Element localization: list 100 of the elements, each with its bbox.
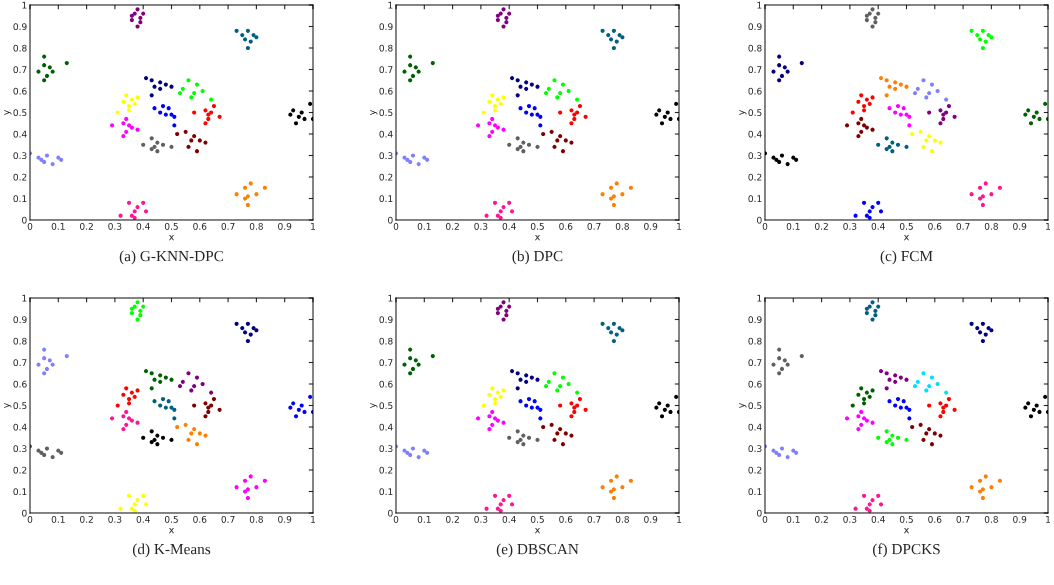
point [141, 200, 146, 205]
point [546, 86, 551, 91]
point [149, 136, 154, 141]
y-tick-label: 0.7 [748, 66, 762, 74]
point [577, 396, 583, 402]
point [507, 304, 512, 309]
y-tick-label: 0.1 [13, 488, 27, 496]
x-tick-label: 0.1 [786, 222, 800, 230]
point [628, 185, 633, 190]
y-tick-label: 0.3 [379, 445, 393, 453]
y-tick-label: 1 [388, 294, 393, 302]
point [141, 142, 146, 147]
point [501, 498, 506, 503]
point [563, 138, 568, 143]
x-tick-label: 1 [311, 223, 316, 230]
point [884, 371, 889, 376]
point [254, 192, 259, 197]
y-tick-label: 0.4 [748, 423, 762, 431]
point [126, 108, 132, 113]
point [524, 403, 529, 408]
point [288, 405, 293, 410]
point [893, 86, 898, 91]
y-axis-title: y [4, 109, 12, 116]
point [921, 78, 926, 83]
point [980, 321, 985, 326]
point [245, 45, 250, 51]
point [978, 330, 983, 335]
point [549, 422, 554, 427]
point [158, 80, 163, 85]
y-tick-label: 0.4 [379, 130, 393, 138]
point [552, 437, 557, 442]
point [859, 93, 864, 98]
point [149, 429, 154, 434]
point [529, 405, 534, 410]
y-tick-label: 0.9 [379, 316, 393, 324]
point [614, 332, 619, 337]
point [234, 28, 239, 33]
y-tick-label: 0.5 [13, 402, 27, 410]
point [558, 134, 563, 139]
x-tick-label: 0.2 [446, 222, 459, 230]
y-tick-label: 0.4 [13, 130, 27, 138]
point [850, 403, 855, 408]
x-tick-label: 0.5 [530, 515, 544, 523]
y-tick-label: 0.7 [748, 359, 762, 367]
x-tick-label: 0.8 [249, 515, 263, 523]
point [254, 485, 259, 490]
x-tick-label: 0.6 [193, 515, 207, 523]
point [507, 142, 512, 147]
point [124, 93, 129, 98]
point [779, 153, 785, 158]
point [430, 353, 435, 359]
point [927, 427, 932, 432]
point [490, 116, 495, 122]
point [1023, 405, 1028, 410]
point [124, 129, 129, 134]
point [893, 403, 898, 408]
point [495, 97, 500, 102]
point [492, 108, 498, 113]
point [864, 310, 869, 316]
point [408, 356, 413, 361]
point [495, 125, 500, 130]
point [515, 78, 520, 83]
point [135, 205, 140, 210]
point [975, 326, 980, 331]
x-axis-title: x [168, 234, 175, 241]
point [543, 384, 549, 389]
y-tick-label: 0.2 [379, 466, 393, 474]
point [262, 478, 267, 483]
point [535, 144, 540, 149]
point [861, 200, 867, 205]
point [501, 24, 506, 29]
point [152, 399, 157, 404]
point [799, 60, 804, 66]
x-tick-label: 0.8 [249, 222, 263, 230]
point [572, 409, 577, 415]
point [203, 414, 208, 419]
y-tick-label: 0.8 [748, 337, 762, 345]
point [172, 416, 177, 421]
point [915, 379, 920, 384]
point [121, 427, 126, 432]
point [983, 39, 988, 44]
point [978, 185, 983, 190]
point [873, 15, 878, 20]
point [529, 112, 534, 117]
y-tick-label: 0.8 [748, 44, 762, 52]
x-axis-title: x [168, 527, 175, 534]
y-axis-title: y [370, 109, 378, 116]
point [126, 103, 132, 109]
point [498, 101, 503, 106]
point [980, 495, 985, 501]
point [856, 134, 861, 139]
point [927, 403, 932, 408]
point [907, 123, 912, 128]
point [158, 403, 163, 408]
point [864, 418, 869, 423]
point [890, 442, 895, 447]
point [166, 399, 171, 404]
point [194, 442, 200, 447]
x-tick-label: 0.7 [221, 222, 235, 230]
point [177, 384, 183, 389]
